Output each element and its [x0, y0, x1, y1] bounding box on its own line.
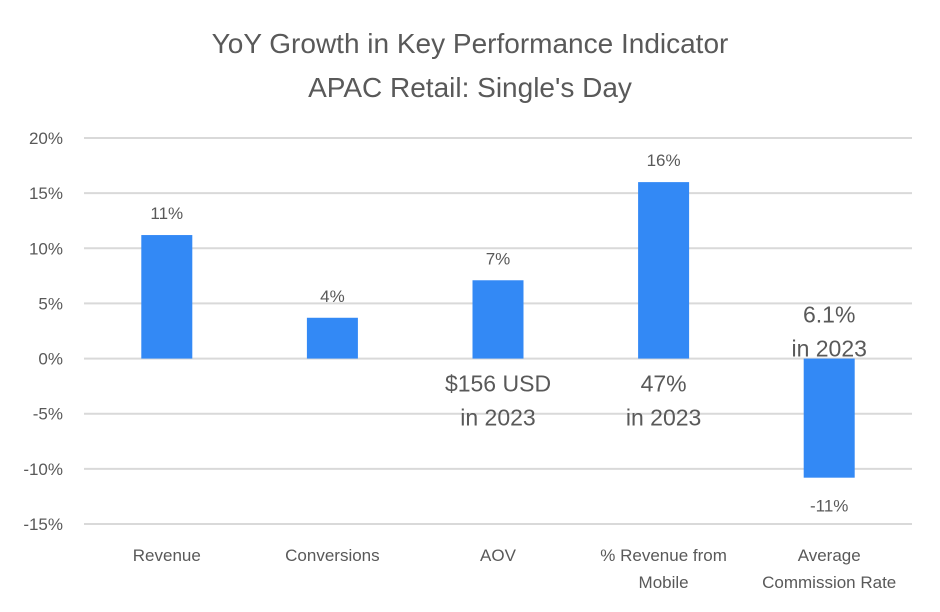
annotation-text: in 2023	[626, 405, 701, 431]
category-label: Average	[798, 546, 861, 565]
bar	[472, 280, 524, 359]
bar	[638, 182, 690, 359]
y-tick-label: 20%	[29, 129, 63, 148]
bar	[306, 317, 358, 359]
category-label: Revenue	[133, 546, 201, 565]
y-tick-label: 5%	[38, 294, 63, 313]
category-label: Conversions	[285, 546, 380, 565]
annotation-text: 6.1%	[803, 302, 855, 328]
annotation-text: 47%	[641, 371, 687, 397]
data-label: 16%	[647, 151, 681, 170]
bar	[141, 235, 193, 359]
category-label: AOV	[480, 546, 517, 565]
annotation-text: in 2023	[460, 405, 535, 431]
y-tick-label: -15%	[23, 515, 63, 534]
y-tick-label: 0%	[38, 350, 63, 369]
data-label: 11%	[150, 204, 183, 223]
y-tick-label: 10%	[29, 239, 63, 258]
data-label: 4%	[320, 287, 345, 306]
x-axis-category-labels: Revenue Conversions AOV % Revenue from Mobil…	[133, 546, 897, 592]
category-label: Commission Rate	[762, 573, 896, 592]
annotation-text: in 2023	[791, 336, 866, 362]
data-labels: 11% 4% 7% 16% -11%	[150, 151, 848, 516]
y-tick-label: 15%	[29, 184, 63, 203]
chart-title: YoY Growth in Key Performance Indicator …	[212, 28, 729, 103]
data-label: -11%	[810, 497, 848, 516]
chart-title-line-1: YoY Growth in Key Performance Indicator	[212, 28, 729, 59]
annotation-text: $156 USD	[445, 371, 551, 397]
category-label: % Revenue from	[600, 546, 727, 565]
y-tick-label: -10%	[23, 460, 63, 479]
bar	[803, 358, 855, 478]
bars	[141, 182, 855, 478]
data-label: 7%	[486, 249, 511, 268]
annotations: $156 USD in 2023 47% in 2023 6.1% in 2023	[445, 302, 867, 431]
category-label: Mobile	[639, 573, 689, 592]
y-tick-label: -5%	[33, 405, 63, 424]
y-axis-tick-labels: 20% 15% 10% 5% 0% -5% -10% -15%	[23, 129, 63, 534]
chart-title-line-2: APAC Retail: Single's Day	[308, 72, 632, 103]
